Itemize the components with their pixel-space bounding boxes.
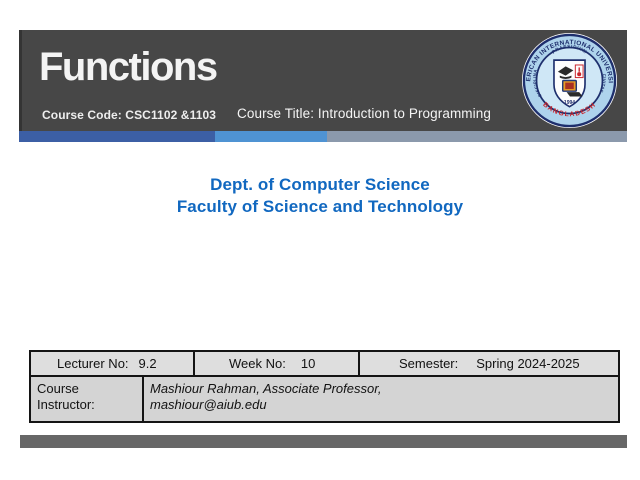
course-instructor-label-cell: Course Instructor: — [31, 377, 144, 421]
lecturer-no-cell: Lecturer No: 9.2 — [31, 352, 195, 375]
accent-bar-segment-1 — [19, 131, 215, 142]
dept-heading-line2: Faculty of Science and Technology — [176, 197, 464, 216]
instructor-name-text: Mashiour Rahman, Associate Professor, — [150, 381, 382, 396]
seal-motto-right: CIVITAS — [599, 74, 607, 94]
graduation-book-icon — [557, 66, 574, 76]
university-seal-icon: AMERICAN INTERNATIONAL UNIVERSITY BANGLA… — [521, 32, 618, 129]
info-table-row-1: Lecturer No: 9.2 Week No: 10 Semester: S… — [31, 352, 618, 377]
dept-heading-line1: Dept. of Computer Science — [210, 175, 430, 194]
instructor-email-text: mashiour@aiub.edu — [150, 397, 267, 412]
info-table: Lecturer No: 9.2 Week No: 10 Semester: S… — [29, 350, 620, 423]
lecturer-no-label: Lecturer No: — [57, 356, 129, 371]
course-instructor-label-line1: Course — [37, 381, 79, 396]
course-title-text: Course Title: Introduction to Programmin… — [237, 106, 491, 121]
lamp-bulb-shape — [577, 72, 582, 77]
accent-bar-segment-2 — [215, 131, 327, 142]
lecturer-no-value: 9.2 — [138, 356, 157, 371]
seal-motto-left: DISCIPLINA — [532, 69, 542, 98]
week-no-cell: Week No: 10 — [195, 352, 360, 375]
semester-label: Semester: — [399, 356, 459, 371]
monitor-screen-shape — [565, 82, 574, 90]
department-heading: Dept. of Computer Science Faculty of Sci… — [0, 174, 640, 218]
course-instructor-value-cell: Mashiour Rahman, Associate Professor, ma… — [144, 377, 618, 421]
lamp-icon — [574, 64, 584, 79]
footer-bar — [20, 435, 627, 448]
university-logo: AMERICAN INTERNATIONAL UNIVERSITY BANGLA… — [521, 32, 618, 129]
week-no-value: 10 — [300, 356, 316, 371]
semester-cell: Semester: Spring 2024-2025 — [360, 352, 618, 375]
course-code-text: Course Code: CSC1102 &1103 — [42, 108, 217, 122]
week-no-label: Week No: — [229, 356, 286, 371]
course-instructor-label-line2: Instructor: — [37, 397, 95, 412]
accent-bar-segment-3 — [327, 131, 627, 142]
slide-title: Functions — [39, 45, 218, 89]
semester-value: Spring 2024-2025 — [476, 356, 580, 371]
book-base-shape — [559, 75, 572, 80]
accent-bar — [19, 131, 627, 142]
keyboard-icon — [566, 92, 583, 97]
seal-year-text: 1994 — [564, 100, 575, 106]
info-table-row-2: Course Instructor: Mashiour Rahman, Asso… — [31, 377, 618, 421]
